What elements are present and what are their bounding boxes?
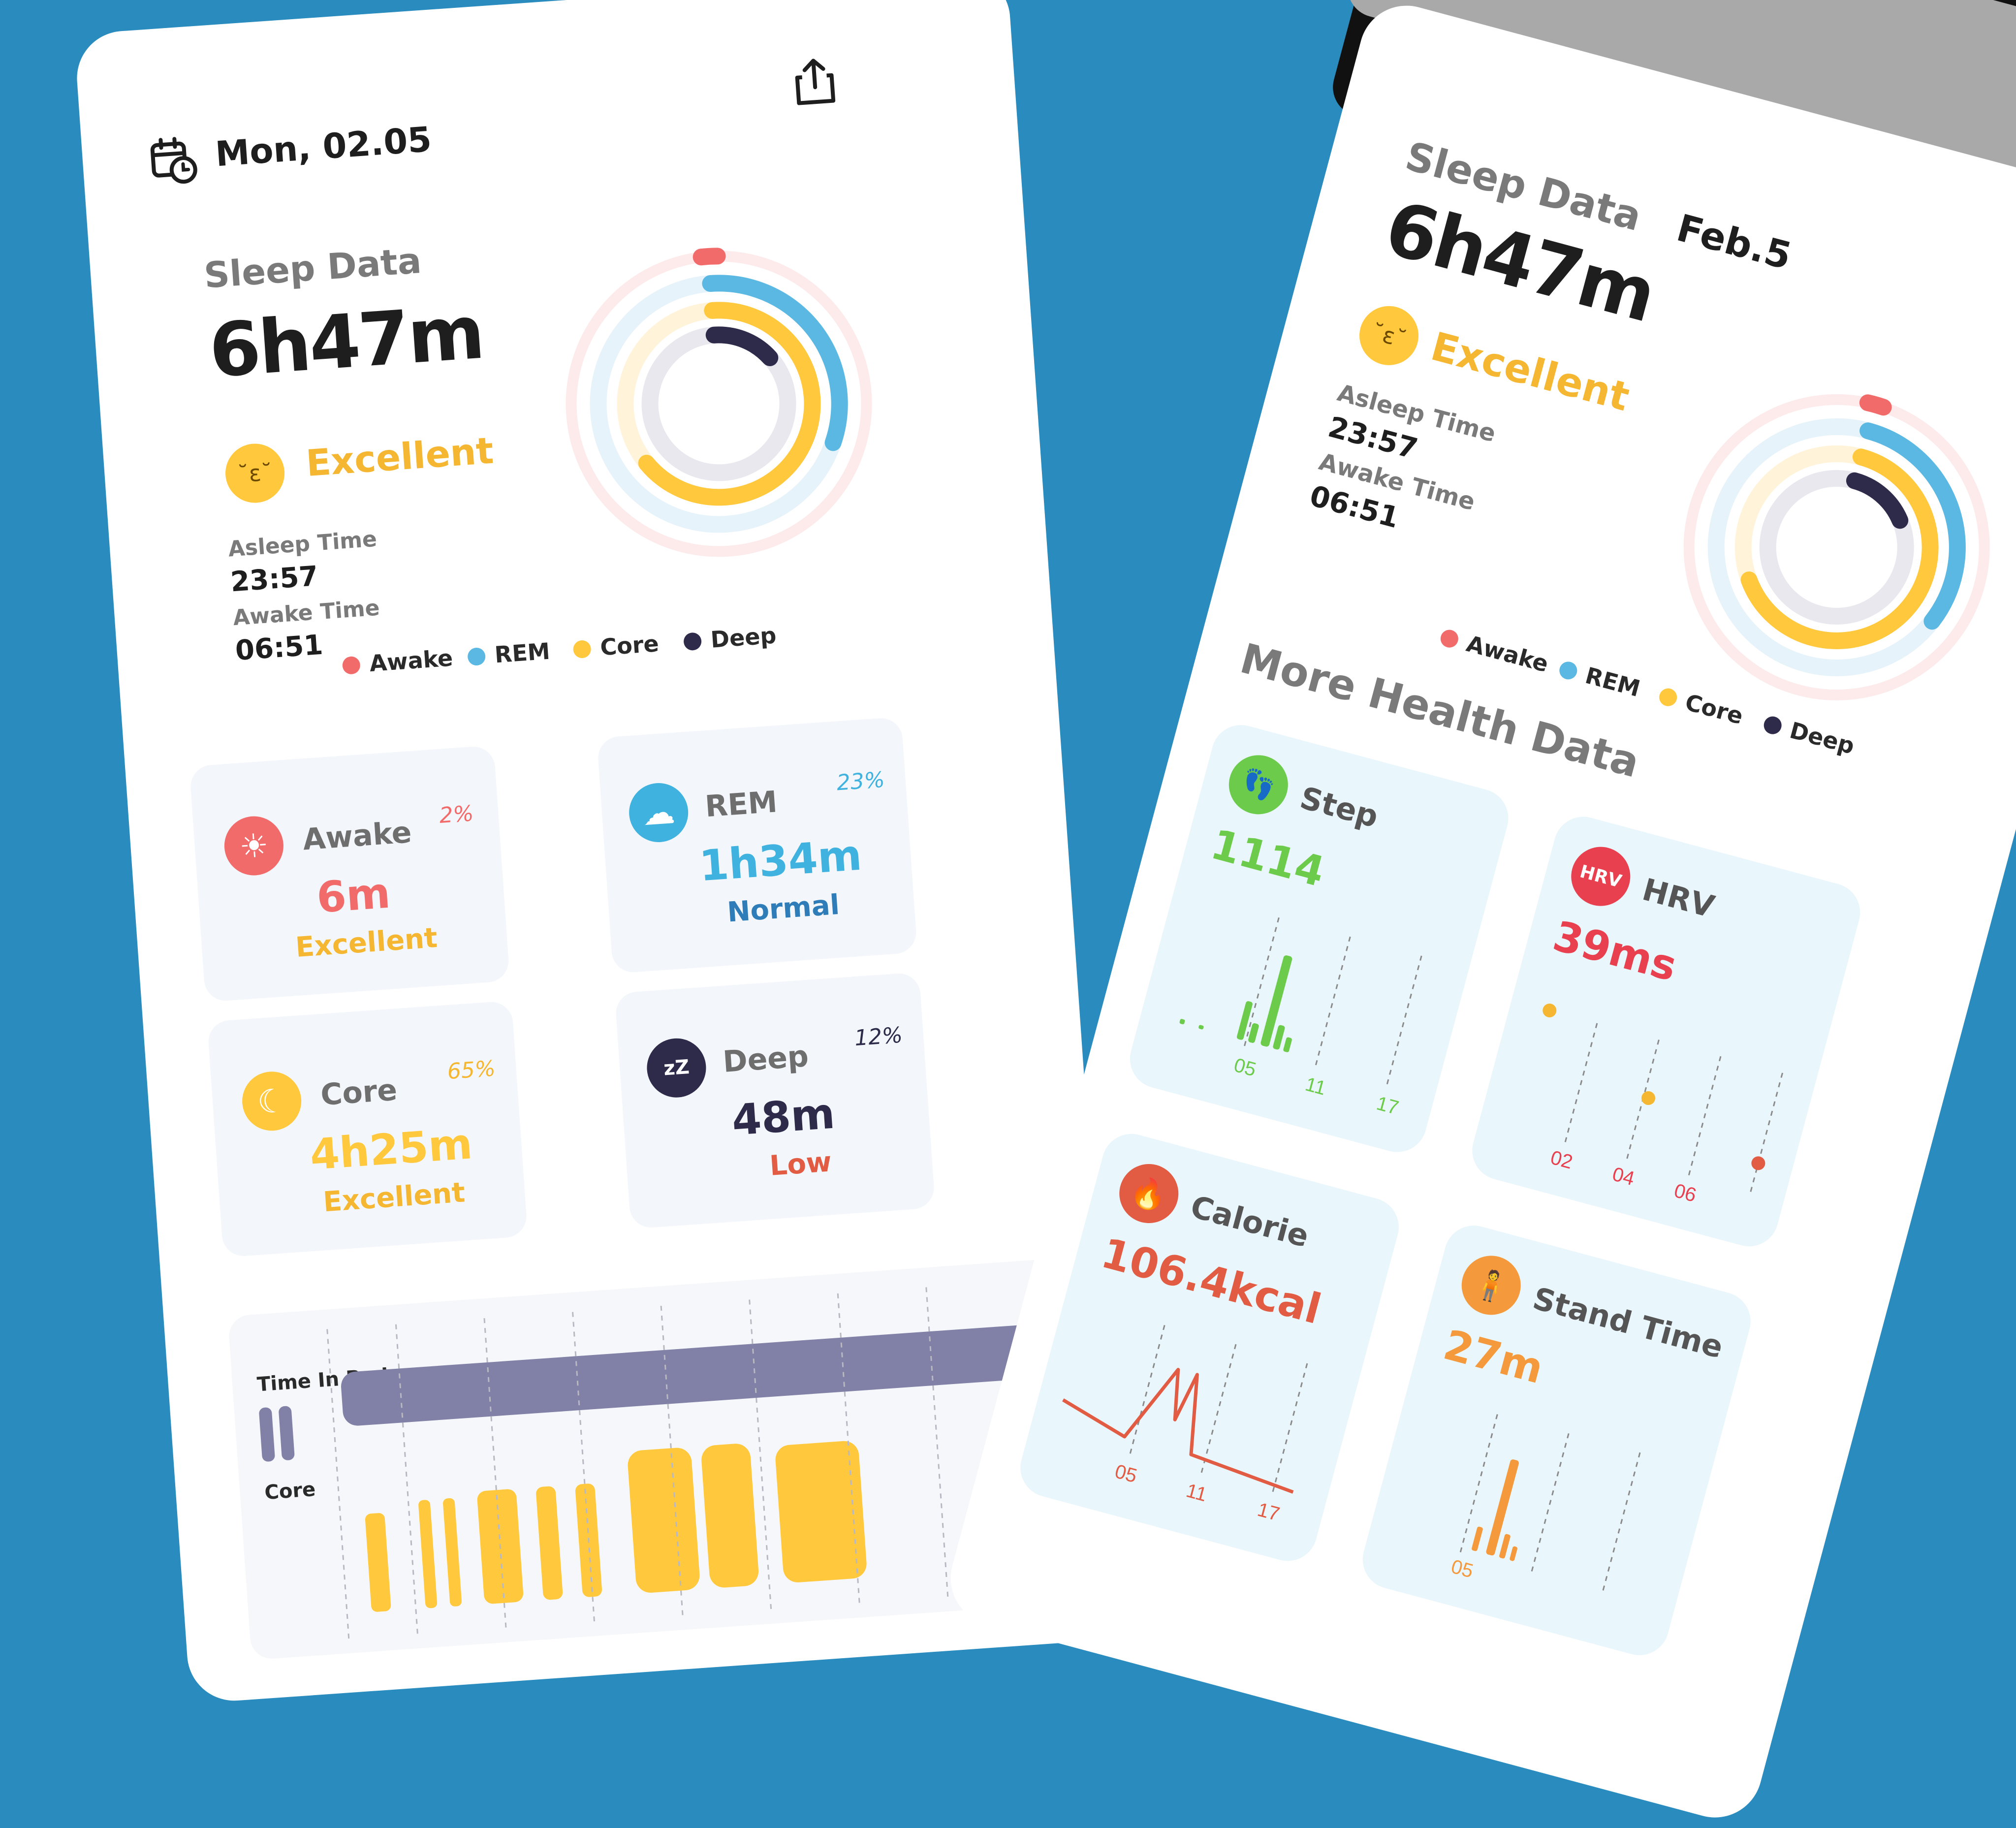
stand-title: Stand Time (1529, 1280, 1727, 1365)
legend-rem-dot (467, 647, 486, 666)
calendar-clock-icon[interactable] (148, 134, 200, 187)
deep-card-title: Deep (722, 1039, 810, 1080)
calorie-tick-0: 05 (1112, 1460, 1139, 1487)
kiss-emoji-icon: ˘ε˘ (223, 441, 287, 505)
rem-card-status: Normal (726, 888, 841, 929)
hrv-chart: 02 04 06 (1543, 1004, 1784, 1206)
kiss-emoji-icon-right: ˘ε˘ (1353, 299, 1425, 372)
core-card-value: 4h25m (308, 1119, 474, 1180)
hrv-value: 39ms (1548, 912, 1682, 991)
hrv-title: HRV (1638, 871, 1718, 925)
deep-card-value: 48m (730, 1089, 837, 1145)
sun-icon: ☀ (222, 814, 285, 878)
step-tick-2: 17 (1374, 1092, 1401, 1119)
legend-deep-dot (683, 632, 702, 651)
asleep-value: 23:57 (229, 560, 319, 599)
ring-awake-arc (1859, 394, 1892, 416)
sleep-data-title: Sleep Data (202, 239, 423, 296)
awake-card[interactable]: ☀ Awake 2% 6m Excellent (189, 745, 510, 1003)
awake-card-title: Awake (301, 815, 413, 857)
legend-core-dot-right (1657, 686, 1679, 708)
sleep-timeline: Time In Bed Core (227, 1258, 1087, 1660)
legend-core-right: Core (1682, 689, 1746, 730)
legend-awake-dot-right (1438, 628, 1460, 650)
ring-awake-arc (693, 248, 726, 266)
quality-label: Excellent (304, 429, 495, 485)
zzz-icon: zZ (645, 1036, 708, 1100)
flame-icon: 🔥 (1112, 1157, 1185, 1230)
deep-card-pct: 12% (853, 1022, 904, 1051)
awake-card-pct: 2% (438, 801, 474, 829)
legend-rem-dot-right (1557, 660, 1579, 682)
step-chart: 05 11 17 (1179, 917, 1422, 1119)
legend-awake: Awake (368, 644, 454, 677)
legend-awake-dot (342, 656, 361, 675)
legend-deep-right: Deep (1787, 717, 1858, 759)
awake-value: 06:51 (234, 629, 324, 667)
step-value: 1114 (1206, 819, 1330, 896)
rem-card-pct: 23% (836, 767, 886, 796)
timeline-gridlines (326, 1287, 949, 1644)
hrv-tick-1: 04 (1610, 1163, 1637, 1190)
ring-rem-arc (1859, 422, 1966, 630)
calorie-title: Calorie (1187, 1188, 1313, 1255)
deep-card-status: Low (768, 1146, 833, 1182)
stand-chart: 05 (1449, 1414, 1641, 1596)
core-card-pct: 65% (446, 1056, 497, 1085)
legend-core-dot (572, 639, 592, 659)
legend-core: Core (599, 630, 660, 661)
stand-card[interactable]: 🧍 Stand Time 27m 05 (1356, 1219, 1758, 1662)
canvas: { "left": { "date": "Mon, 02.05", "sleep… (74, 0, 2016, 1828)
step-tick-0: 05 (1231, 1054, 1258, 1081)
stand-value: 27m (1439, 1320, 1548, 1393)
share-icon[interactable] (791, 55, 839, 107)
step-card[interactable]: 👣 Step 1114 05 11 17 (1123, 718, 1515, 1159)
quality-label-right: Excellent (1426, 323, 1635, 420)
step-title: Step (1296, 779, 1383, 835)
core-card[interactable]: ☾ Core 65% 4h25m Excellent (207, 1000, 528, 1258)
footprints-icon: 👣 (1222, 748, 1295, 821)
calorie-tick-1: 11 (1184, 1480, 1209, 1506)
legend-rem-right: REM (1582, 662, 1643, 702)
sleep-duration: 6h47m (206, 289, 486, 395)
rem-card[interactable]: ☁ REM 23% 1h34m Normal (597, 717, 918, 974)
ring-deep-arc (1846, 472, 1909, 529)
sleep-screen-left: Mon, 02.05 Sleep Data 6h47m ˘ε˘ Excellen… (74, 0, 1124, 1704)
awake-card-value: 6m (315, 868, 392, 923)
hrv-tick-2: 06 (1672, 1180, 1699, 1206)
deep-card[interactable]: zZ Deep 12% 48m Low (614, 972, 936, 1229)
awake-label: Awake Time (232, 595, 380, 631)
legend-awake-right: Awake (1463, 630, 1551, 678)
sleep-ring-chart-right (1683, 394, 1990, 700)
stand-tick-0: 05 (1449, 1556, 1476, 1582)
rem-card-value: 1h34m (697, 830, 864, 891)
sleep-ring-chart (566, 248, 872, 557)
date-label[interactable]: Mon, 02.05 (214, 119, 433, 175)
rem-card-title: REM (704, 785, 779, 824)
calorie-card[interactable]: 🔥 Calorie 106.4kcal 05 11 17 (1013, 1127, 1406, 1568)
date-label-right[interactable]: Feb.5 (1672, 205, 1796, 279)
hrv-badge: HRV (1564, 840, 1637, 913)
legend-deep-dot-right (1762, 714, 1784, 736)
ring-deep-arc (705, 326, 779, 366)
ring-core-arc (1740, 448, 1939, 649)
sleep-screen-right: Feb.5 Sleep Data 6h47m ˘ε˘ Excellent Asl… (940, 0, 2016, 1828)
cloud-icon: ☁ (627, 781, 691, 845)
asleep-label: Asleep Time (227, 526, 378, 562)
moon-icon: ☾ (240, 1070, 304, 1133)
legend-deep: Deep (710, 622, 778, 653)
calorie-line (1062, 1368, 1294, 1494)
core-card-status: Excellent (322, 1176, 466, 1219)
step-tick-1: 11 (1303, 1073, 1328, 1100)
core-card-title: Core (319, 1072, 399, 1113)
hrv-tick-0: 02 (1548, 1147, 1575, 1173)
person-icon: 🧍 (1455, 1249, 1528, 1322)
ring-core-arc (638, 302, 821, 506)
ring-rem-arc (702, 275, 848, 451)
awake-card-status: Excellent (294, 922, 439, 964)
hrv-card[interactable]: HRV HRV 39ms 02 04 06 (1465, 810, 1867, 1253)
legend-rem: REM (494, 637, 551, 668)
